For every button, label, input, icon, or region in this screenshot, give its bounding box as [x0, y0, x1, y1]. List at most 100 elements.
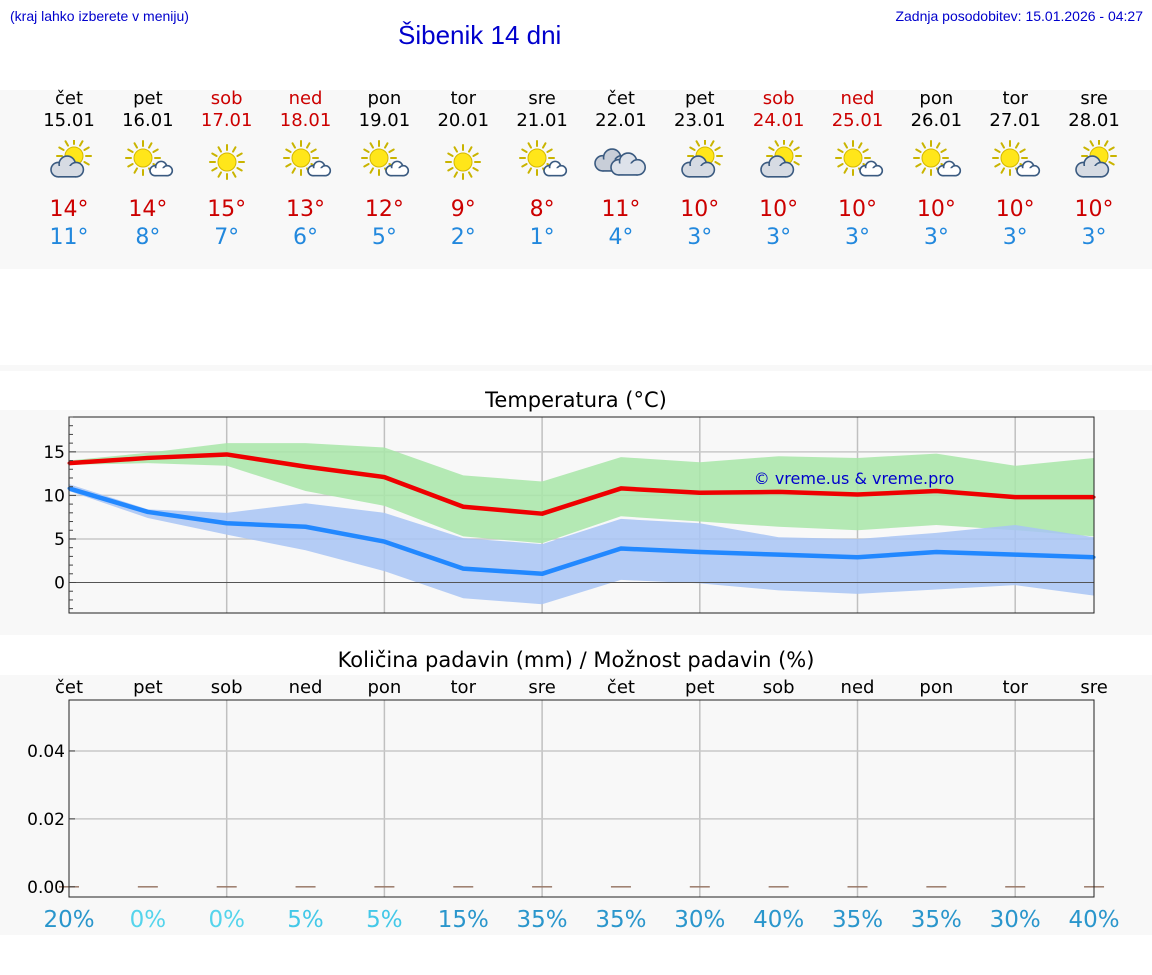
min-temp: 3° — [1081, 225, 1107, 250]
menu-hint: (kraj lahko izberete v meniju) — [10, 8, 189, 24]
day-date: 28.01 — [1068, 110, 1120, 131]
forecast-days: čet 15.01 14° 11° pet 16.01 14° 8° sob 17.01 15° 7°… — [0, 88, 1152, 268]
sun-small-cloud-icon — [834, 140, 883, 177]
temperature-chart: 0 5 10 15 © vreme.us & vreme.pro — [43, 416, 1096, 614]
min-temp-point — [1013, 553, 1017, 557]
max-temp-point — [698, 491, 702, 495]
min-temp-point — [146, 510, 150, 514]
min-temp: 8° — [135, 225, 161, 250]
precip-day-label: sob — [763, 677, 795, 698]
partly-cloudy-icon — [50, 140, 92, 178]
day-name: tor — [450, 88, 476, 109]
precip-bar — [453, 886, 474, 888]
day-column: tor 27.01 10° 3° — [975, 88, 1055, 252]
day-date: 17.01 — [200, 110, 253, 131]
precip-probability: 35% — [517, 907, 568, 933]
max-temp: 14° — [49, 197, 89, 222]
min-temp: 3° — [845, 225, 870, 250]
precip-bar — [374, 886, 395, 888]
forecast-band — [0, 90, 1152, 269]
max-temp: 15° — [207, 197, 247, 222]
day-column: sre 28.01 10° 3° — [1054, 88, 1134, 252]
precip-probability: 35% — [595, 907, 646, 933]
min-temp-point — [304, 525, 308, 529]
min-temp-point — [934, 550, 938, 554]
day-column: sre 21.01 8° 1° — [502, 88, 582, 252]
max-temp: 8° — [529, 197, 555, 222]
day-column: pet 16.01 14° 8° — [108, 88, 188, 252]
max-temp: 10° — [995, 197, 1035, 222]
max-temp-point — [1013, 495, 1017, 499]
sun-small-cloud-icon — [361, 140, 410, 177]
min-temp: 1° — [529, 225, 555, 250]
max-temp-point — [225, 452, 229, 456]
precip-probability: 40% — [753, 907, 804, 933]
max-temp-point — [619, 486, 623, 490]
y-tick-label: 5 — [54, 530, 65, 550]
min-temp: 3° — [766, 225, 792, 250]
max-temp: 10° — [680, 197, 720, 222]
page-title: Šibenik 14 dni — [398, 20, 562, 50]
sun-icon — [208, 144, 245, 180]
max-temp-point — [934, 489, 938, 493]
plot-frame — [68, 699, 1095, 898]
precip-bar — [137, 886, 158, 888]
y-tick-label: 0.00 — [27, 878, 65, 898]
day-date: 25.01 — [831, 110, 884, 131]
day-name: čet — [606, 88, 635, 109]
min-temp-point — [225, 521, 229, 525]
precip-probability: 30% — [674, 907, 725, 933]
precip-bar — [216, 886, 237, 888]
min-temp-point — [619, 547, 623, 551]
min-temp-line — [68, 486, 1095, 577]
partly-cloudy-icon — [1075, 140, 1118, 178]
min-temp: 2° — [450, 225, 476, 250]
day-column: čet 22.01 11° 4° — [581, 88, 661, 252]
min-temp-point — [461, 567, 465, 571]
min-range-band — [69, 484, 1095, 605]
min-temp: 3° — [923, 225, 949, 250]
precip-bar — [1005, 886, 1026, 888]
day-name: sob — [210, 88, 243, 109]
precip-probability: 35% — [911, 907, 962, 933]
max-temp: 10° — [916, 197, 956, 222]
y-tick-label: 0 — [54, 574, 65, 594]
precip-bar — [610, 886, 631, 888]
day-name: pet — [685, 88, 715, 109]
last-updated: Zadnja posodobitev: 15.01.2026 - 04:27 — [895, 8, 1143, 24]
day-column: čet 15.01 14° 11° — [29, 88, 109, 252]
max-temp: 14° — [128, 197, 168, 222]
precip-probability: 15% — [438, 907, 489, 933]
min-temp: 6° — [293, 225, 319, 250]
precipitation-chart-title: Količina padavin (mm) / Možnost padavin … — [337, 648, 815, 672]
min-temp: 7° — [214, 225, 240, 250]
day-date: 27.01 — [989, 110, 1041, 131]
day-date: 26.01 — [910, 110, 963, 131]
min-temp-point — [777, 553, 781, 557]
precip-day-label: sre — [528, 677, 555, 698]
day-date: 22.01 — [595, 110, 647, 131]
day-name: pon — [367, 88, 402, 109]
max-temp: 10° — [759, 197, 799, 222]
day-column: tor 20.01 9° 2° — [423, 88, 503, 252]
day-date: 15.01 — [43, 110, 95, 131]
min-temp: 11° — [49, 225, 89, 250]
precip-day-label: tor — [1002, 677, 1028, 698]
day-name: ned — [840, 88, 875, 109]
precip-day-label: čet — [55, 677, 83, 698]
max-temp-point — [382, 475, 386, 479]
max-temp: 9° — [450, 197, 476, 222]
plot-frame — [68, 416, 1095, 614]
day-name: sre — [1080, 88, 1108, 109]
max-temp-line — [68, 452, 1095, 516]
precip-bar — [689, 886, 710, 888]
day-date: 20.01 — [437, 110, 490, 131]
sun-small-cloud-icon — [913, 140, 962, 177]
precip-probability: 30% — [990, 907, 1041, 933]
precip-day-label: tor — [451, 677, 477, 698]
max-temp: 11° — [601, 197, 641, 222]
precip-probability: 35% — [832, 907, 883, 933]
precip-probability: 5% — [287, 907, 324, 933]
precip-probability: 5% — [366, 907, 403, 933]
day-name: sob — [762, 88, 795, 109]
